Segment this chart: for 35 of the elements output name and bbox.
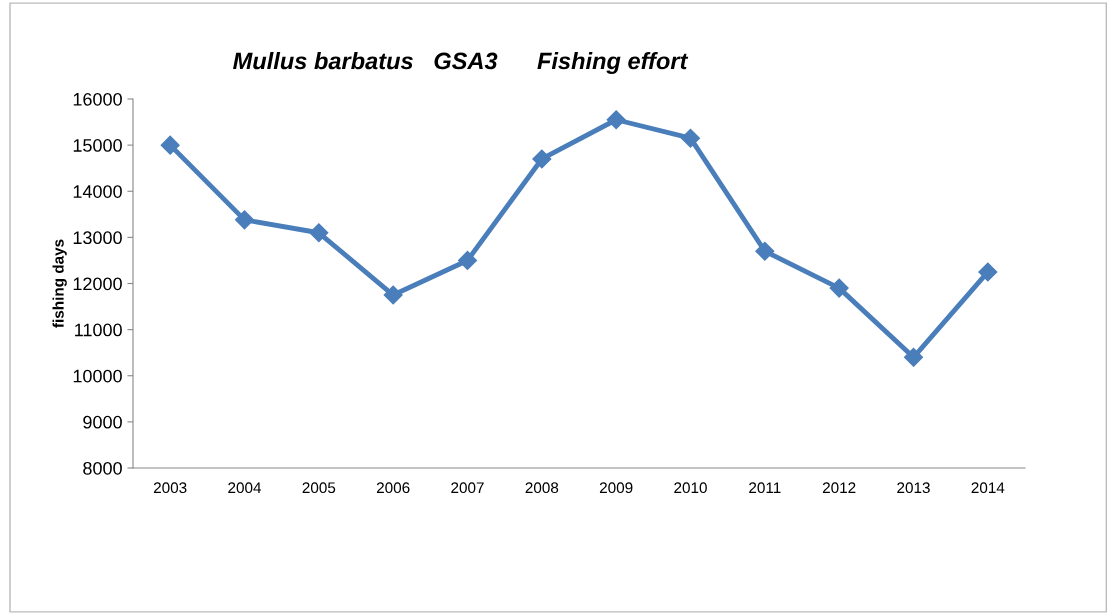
point <box>755 241 775 261</box>
x-tick-label: 2012 <box>822 482 856 494</box>
point <box>978 262 998 282</box>
x-tick-label: 2014 <box>971 482 1005 494</box>
x-tick-label: 2010 <box>674 482 707 494</box>
y-tick-label: 10000 <box>73 369 122 383</box>
y-tick-label: 9000 <box>83 415 122 429</box>
point <box>383 285 403 305</box>
x-tick-label: 2009 <box>599 482 633 494</box>
y-tick-label: 14000 <box>73 185 122 198</box>
y-tick-label: 13000 <box>73 231 122 245</box>
point <box>309 223 329 243</box>
y-axis-title: fishing days <box>52 239 67 328</box>
y-tick-label: 15000 <box>73 139 122 152</box>
point <box>680 128 701 148</box>
point <box>160 135 180 155</box>
chart-title: Mullus barbatus GSA3 Fishing effort <box>233 52 689 74</box>
point <box>606 110 626 130</box>
x-tick-label: 2013 <box>897 482 930 494</box>
point <box>532 149 552 169</box>
x-tick-label: 2005 <box>302 482 336 494</box>
point <box>234 210 255 230</box>
point <box>829 278 849 298</box>
y-tick-label: 8000 <box>83 461 122 475</box>
x-tick-label: 2007 <box>451 482 484 494</box>
y-tick-label: 11000 <box>75 323 122 337</box>
x-tick-label: 2006 <box>376 482 410 494</box>
x-tick-label: 2003 <box>153 482 187 494</box>
x-tick-label: 2011 <box>749 482 781 494</box>
y-tick-label: 12000 <box>73 277 122 291</box>
x-tick-label: 2008 <box>525 482 559 494</box>
x-tick-label: 2004 <box>228 482 262 494</box>
y-tick-label: 16000 <box>73 92 122 106</box>
point <box>457 250 478 270</box>
point <box>903 347 924 367</box>
